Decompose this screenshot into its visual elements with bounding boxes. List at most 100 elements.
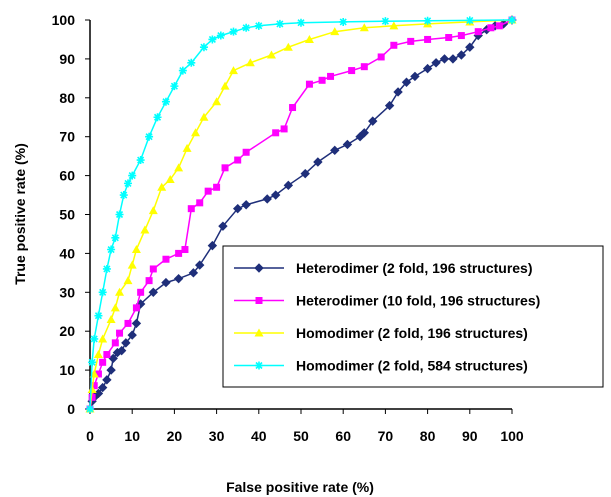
data-point (212, 97, 222, 106)
data-point (423, 16, 432, 25)
data-point (145, 132, 154, 141)
x-tick-label: 50 (293, 428, 309, 444)
legend-label: Heterodimer (2 fold, 196 structures) (296, 260, 533, 276)
x-tick-label: 100 (500, 428, 524, 444)
data-point (208, 35, 217, 44)
y-tick-label: 90 (59, 51, 75, 67)
data-point (439, 54, 450, 64)
data-point (254, 21, 263, 30)
data-point (199, 112, 209, 121)
data-point (188, 268, 199, 278)
data-point (187, 205, 195, 213)
data-point (90, 382, 98, 390)
x-tick-label: 70 (378, 428, 394, 444)
data-point (456, 50, 467, 60)
x-tick-label: 60 (335, 428, 351, 444)
data-point (165, 174, 175, 183)
data-point (360, 63, 368, 71)
data-point (199, 43, 208, 52)
data-point (182, 143, 192, 152)
data-point (88, 393, 96, 401)
y-tick-label: 30 (59, 284, 75, 300)
x-tick-label: 30 (209, 428, 225, 444)
data-point (107, 245, 116, 254)
data-point (106, 365, 116, 375)
data-point (283, 42, 293, 51)
data-point (368, 116, 378, 126)
data-point (245, 58, 255, 67)
data-point (123, 179, 132, 188)
data-point (266, 50, 276, 59)
data-point (228, 66, 238, 75)
data-point (191, 128, 200, 137)
data-point (304, 34, 314, 43)
data-point (137, 288, 145, 296)
data-point (305, 80, 313, 88)
x-ticks: 0 10 20 30 40 50 60 70 80 90 100 (86, 409, 524, 444)
data-point (110, 303, 120, 312)
y-tick-label: 40 (59, 245, 75, 261)
data-point (98, 288, 107, 297)
series-2 (86, 16, 516, 413)
series-1 (85, 15, 517, 414)
data-point (487, 24, 495, 32)
data-point (242, 148, 250, 156)
data-point (218, 221, 228, 231)
legend-box (222, 245, 604, 388)
data-point (132, 304, 140, 312)
data-point (119, 191, 128, 200)
data-point (102, 264, 111, 273)
data-point (270, 190, 281, 200)
legend-label: Heterodimer (10 fold, 196 structures) (296, 293, 540, 309)
data-point (272, 129, 280, 137)
x-tick-label: 20 (167, 428, 183, 444)
data-point (115, 210, 124, 219)
legend-item: Heterodimer (10 fold, 196 structures) (234, 293, 540, 309)
data-point (116, 329, 124, 337)
data-point (262, 194, 272, 204)
data-point (90, 334, 99, 343)
data-point (431, 58, 441, 68)
data-point (196, 199, 204, 207)
data-point (153, 113, 162, 122)
data-point (127, 330, 137, 340)
data-point (318, 76, 326, 84)
data-point (327, 72, 335, 80)
legend-swatch-marker (254, 263, 264, 273)
data-point (121, 338, 131, 348)
data-point (445, 34, 453, 42)
data-point (393, 87, 403, 97)
data-point (401, 77, 412, 87)
data-point (161, 97, 170, 106)
data-point (108, 353, 118, 364)
legend-item: Homodimer (2 fold, 196 structures) (234, 325, 528, 341)
data-point (234, 156, 242, 164)
data-point (174, 163, 184, 172)
legend-swatch-marker (255, 297, 263, 304)
data-point (207, 240, 218, 251)
data-point (123, 276, 133, 285)
data-point (465, 42, 475, 52)
data-point (195, 260, 205, 270)
data-point (148, 287, 159, 298)
y-axis-label: True positive rate (%) (12, 143, 28, 285)
data-point (127, 260, 137, 269)
legend-label: Homodimer (2 fold, 584 structures) (296, 358, 528, 374)
legend-item: Heterodimer (2 fold, 196 structures) (234, 260, 533, 276)
data-point (148, 206, 158, 215)
data-point (448, 54, 458, 64)
data-point (280, 125, 288, 133)
data-point (297, 18, 305, 27)
legend-label: Homodimer (2 fold, 196 structures) (296, 325, 528, 341)
data-point (283, 180, 294, 191)
y-tick-label: 0 (67, 401, 75, 417)
y-tick-label: 80 (59, 90, 75, 106)
data-point (289, 104, 297, 112)
y-tick-label: 100 (52, 12, 76, 28)
data-point (103, 351, 111, 359)
data-point (342, 139, 353, 150)
data-point (407, 37, 415, 45)
data-point (128, 171, 137, 180)
data-point (241, 200, 251, 210)
